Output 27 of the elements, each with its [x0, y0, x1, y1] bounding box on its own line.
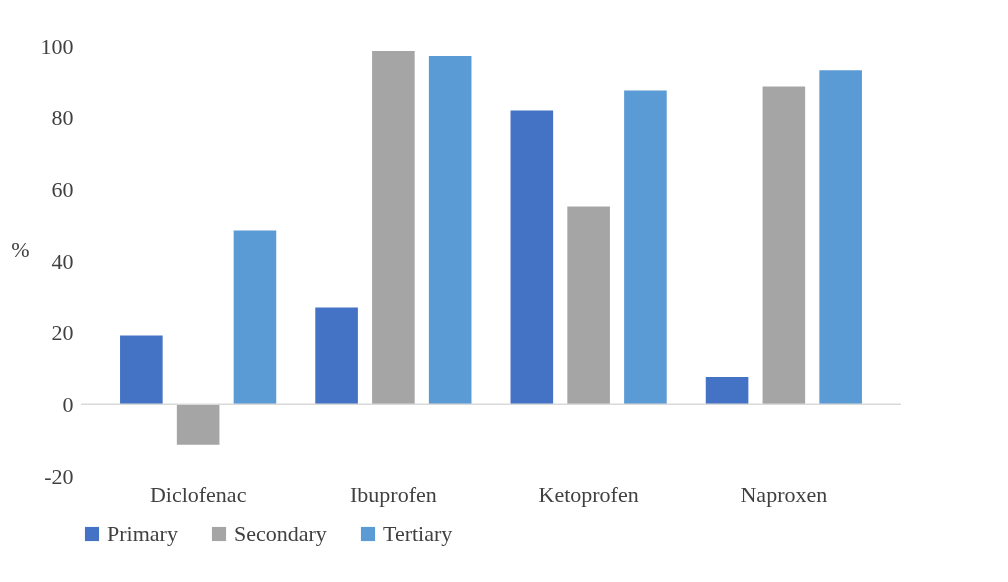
bar	[315, 307, 358, 405]
legend-label: Secondary	[234, 521, 327, 546]
bar	[176, 404, 220, 445]
x-tick-label: Diclofenac	[149, 481, 247, 507]
legend-label: Tertiary	[383, 521, 453, 546]
y-tick-label: 100	[40, 33, 74, 59]
bar	[510, 110, 554, 405]
bar	[762, 86, 806, 405]
bar	[372, 51, 415, 405]
legend-label: Primary	[107, 521, 178, 546]
y-tick-label: -20	[44, 463, 74, 489]
x-tick-label: Naproxen	[740, 481, 828, 507]
y-tick-label: 40	[51, 248, 74, 274]
bar	[120, 335, 163, 405]
y-tick-label: 80	[51, 105, 74, 131]
bar	[428, 56, 472, 405]
y-tick-label: 0	[62, 391, 74, 417]
y-axis-title: %	[11, 236, 30, 262]
bar	[567, 206, 610, 405]
x-tick-label: Ketoprofen	[538, 481, 639, 507]
bar	[624, 90, 667, 405]
y-tick-label: 20	[51, 320, 74, 346]
bar	[705, 377, 749, 405]
y-tick-label: 60	[51, 176, 74, 202]
bar	[819, 70, 862, 405]
bar	[233, 230, 277, 405]
x-tick-label: Ibuprofen	[350, 481, 437, 507]
